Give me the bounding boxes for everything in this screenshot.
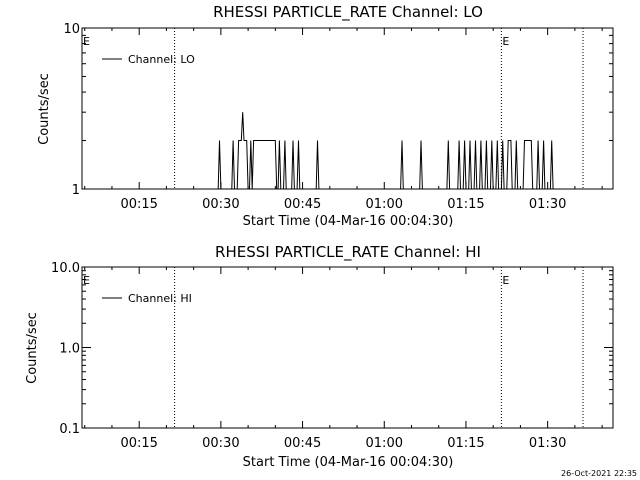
chart-title: RHESSI PARTICLE_RATE Channel: HI — [215, 243, 481, 262]
y-axis-label: Counts/sec — [25, 312, 40, 384]
series-line — [217, 112, 554, 190]
legend-entry-label: Channel: LO — [128, 53, 195, 66]
panel-lo: RHESSI PARTICLE_RATE Channel: LO Start T… — [37, 3, 614, 229]
flag-label: E — [83, 274, 90, 287]
y-tick-label: 1 — [72, 183, 80, 198]
x-tick-label: 00:45 — [284, 197, 321, 212]
x-tick-label: 01:30 — [529, 436, 566, 451]
generation-timestamp: 26-Oct-2021 22:35 — [561, 469, 637, 478]
x-tick-label: 00:30 — [202, 197, 239, 212]
y-tick-label: 10.0 — [51, 261, 80, 276]
x-tick-label: 01:15 — [447, 436, 484, 451]
y-tick-label: 0.1 — [59, 422, 80, 437]
flag-label: E — [502, 35, 509, 48]
x-tick-label: 01:30 — [529, 197, 566, 212]
x-tick-label: 00:15 — [120, 197, 157, 212]
y-tick-label: 1.0 — [59, 342, 80, 357]
plot-area: 00:15 00:30 00:45 01:00 01:15 01:30 0.1 1.0 10.0… — [51, 261, 614, 451]
y-tick-label: 10 — [63, 22, 80, 37]
flag-label: E — [502, 274, 509, 287]
flag-label: E — [83, 35, 90, 48]
x-tick-label: 00:30 — [202, 436, 239, 451]
x-tick-label: 00:15 — [120, 436, 157, 451]
x-tick-label: 00:45 — [284, 436, 321, 451]
x-axis-label: Start Time (04-Mar-16 00:04:30) — [243, 214, 454, 229]
x-tick-label: 01:00 — [366, 436, 403, 451]
x-tick-label: 01:15 — [447, 197, 484, 212]
x-tick-label: 01:00 — [366, 197, 403, 212]
panel-hi: RHESSI PARTICLE_RATE Channel: HI Start T… — [25, 243, 614, 470]
y-axis-label: Counts/sec — [37, 73, 52, 145]
x-axis-label: Start Time (04-Mar-16 00:04:30) — [243, 455, 454, 470]
chart-title: RHESSI PARTICLE_RATE Channel: LO — [213, 3, 483, 22]
legend-entry-label: Channel: HI — [128, 292, 192, 305]
